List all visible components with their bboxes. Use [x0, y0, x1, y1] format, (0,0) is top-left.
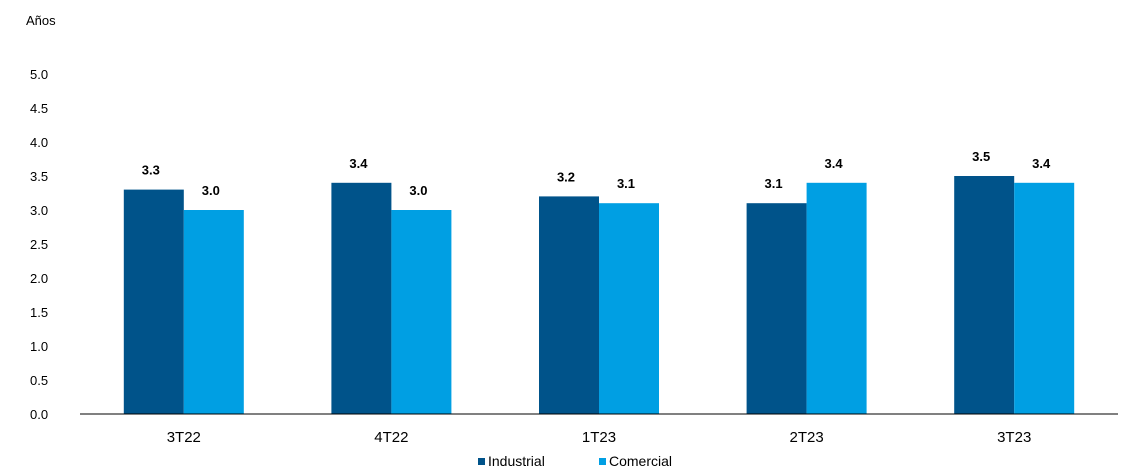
- bar-industrial-4t22: [331, 182, 392, 414]
- bar-industrial-3t22: [123, 189, 184, 414]
- x-category-label: 1T23: [582, 429, 616, 446]
- data-label: 3.0: [202, 183, 220, 198]
- legend-swatch-comercial: [599, 458, 606, 465]
- data-label: 3.2: [557, 169, 575, 184]
- bar-industrial-2t23: [746, 203, 807, 414]
- data-label: 3.4: [349, 156, 368, 171]
- y-tick-label: 2.0: [30, 271, 48, 286]
- x-category-label: 3T22: [167, 429, 201, 446]
- y-tick-label: 3.0: [30, 203, 48, 218]
- bar-comercial-4t22: [391, 210, 452, 414]
- data-label: 3.4: [825, 156, 844, 171]
- bar-industrial-3t23: [954, 176, 1015, 414]
- bars: [123, 176, 1075, 414]
- y-tick-label: 1.5: [30, 305, 48, 320]
- legend-label-comercial: Comercial: [609, 453, 672, 469]
- legend-label-industrial: Industrial: [488, 453, 545, 469]
- y-ticks: 0.0 0.5 1.0 1.5 2.0 2.5 3.0 3.5 4.0 4.5 5.0: [30, 67, 48, 422]
- y-tick-label: 1.0: [30, 339, 48, 354]
- x-category-label: 3T23: [997, 429, 1031, 446]
- data-label: 3.5: [972, 149, 990, 164]
- bar-comercial-3t22: [183, 210, 244, 414]
- y-tick-label: 0.5: [30, 373, 48, 388]
- y-tick-label: 3.5: [30, 169, 48, 184]
- y-tick-label: 4.5: [30, 101, 48, 116]
- y-tick-label: 4.0: [30, 135, 48, 150]
- legend: Industrial Comercial: [478, 453, 672, 469]
- x-category-label: 4T22: [374, 429, 408, 446]
- data-label: 3.0: [409, 183, 427, 198]
- y-tick-label: 5.0: [30, 67, 48, 82]
- category-labels: 3T22 4T22 1T23 2T23 3T23: [167, 429, 1032, 446]
- data-labels: 3.3 3.0 3.4 3.0 3.2 3.1 3.1 3.4 3.5 3.4: [142, 149, 1051, 198]
- bar-comercial-1t23: [599, 203, 659, 414]
- y-axis-label: Años: [26, 13, 56, 28]
- bar-industrial-1t23: [539, 196, 599, 414]
- legend-swatch-industrial: [478, 458, 485, 465]
- bar-comercial-2t23: [806, 182, 867, 414]
- y-tick-label: 0.0: [30, 407, 48, 422]
- bar-comercial-3t23: [1014, 182, 1075, 414]
- y-tick-label: 2.5: [30, 237, 48, 252]
- x-category-label: 2T23: [789, 429, 823, 446]
- data-label: 3.1: [765, 176, 783, 191]
- data-label: 3.3: [142, 163, 160, 178]
- data-label: 3.4: [1032, 156, 1051, 171]
- data-label: 3.1: [617, 176, 635, 191]
